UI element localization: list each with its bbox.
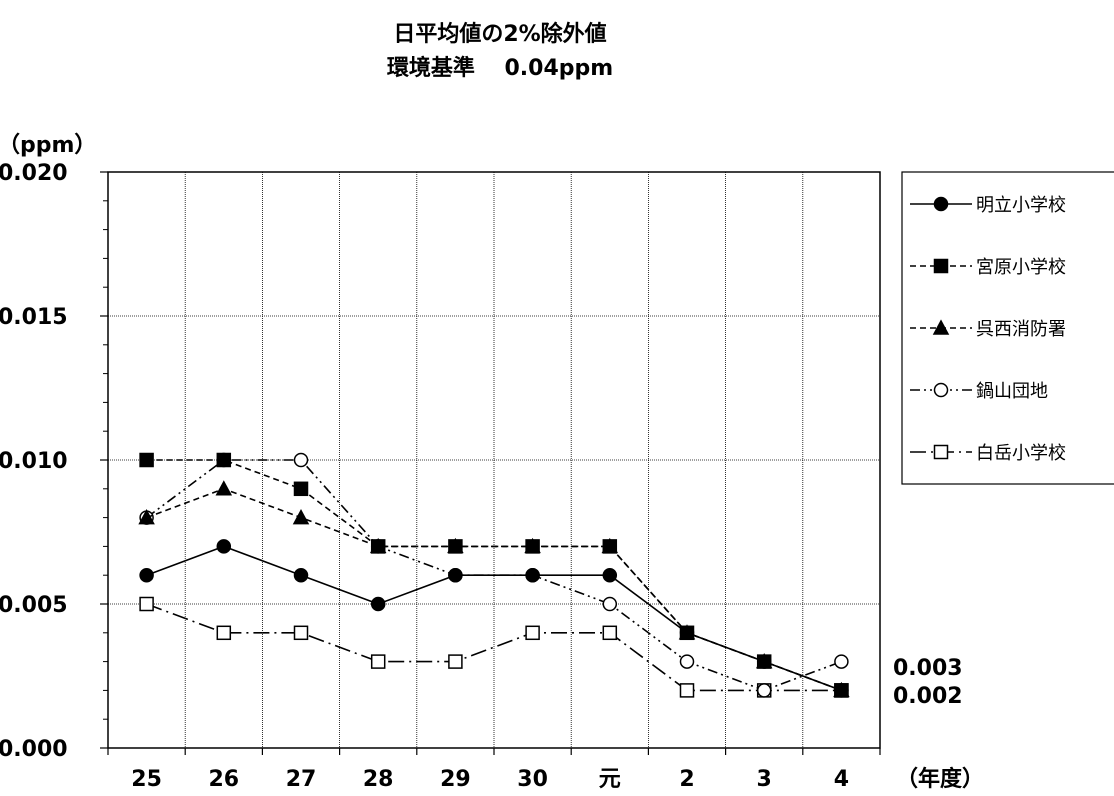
data-point [448,654,463,669]
x-tick-label: 4 [834,767,849,792]
series-line [146,603,842,692]
data-point [834,683,849,698]
chart-title: 日平均値の2%除外値 [393,21,606,47]
legend-item: 鍋山団地 [910,381,1048,402]
data-point [293,481,309,497]
legend-marker [933,444,949,460]
legend-label: 白岳小学校 [976,443,1066,464]
y-tick-label: 0.015 [0,305,68,330]
data-point [679,625,695,641]
legend-item: 宮原小学校 [910,257,1066,278]
data-point [525,567,540,583]
data-point [756,654,772,669]
legend-label: 宮原小学校 [976,257,1066,278]
y-tick-label: 0.000 [0,737,68,762]
data-point [602,625,618,641]
series-line [146,545,842,692]
y-tick-label: 0.020 [0,161,68,186]
legend-item: 呉西消防署 [910,319,1066,340]
data-point [138,509,155,525]
data-point [448,539,463,554]
x-axis-label: （年度） [896,766,984,792]
annotation-value-2: 0.002 [893,684,963,709]
data-point [292,509,310,525]
x-tick-label: 26 [208,767,239,792]
data-point [370,596,386,612]
series-group [138,452,850,698]
legend-item: 明立小学校 [910,195,1066,216]
data-point [602,539,618,554]
legend-marker [933,382,949,398]
data-point [525,539,540,554]
data-point [139,596,154,612]
x-tick-label: 3 [757,767,772,792]
series-1 [139,539,849,698]
legend-label: 呉西消防署 [976,319,1066,340]
chart-subtitle: 環境基準 0.04ppm [387,55,613,81]
data-point [679,683,695,698]
x-tick-label: 27 [286,767,317,792]
data-point [293,452,309,468]
data-point [139,452,154,468]
annotation-value-1: 0.003 [893,656,963,681]
legend-label: 鍋山団地 [976,381,1048,402]
data-point [679,654,695,669]
x-tick-label: 29 [440,767,471,792]
x-tick-label: 25 [131,767,162,792]
data-point [216,625,232,641]
x-tick-label: 30 [517,767,548,792]
y-axis-label: （ppm） [0,133,96,158]
data-point [602,567,618,583]
data-point [216,539,232,554]
data-point [370,539,386,554]
data-point [370,654,386,669]
x-tick-label: 2 [679,767,694,792]
x-tick-label: 元 [599,767,621,792]
data-point [448,567,463,583]
y-tick-label: 0.005 [0,593,68,618]
legend-marker [933,196,949,212]
data-point [525,625,540,641]
legend-label: 明立小学校 [976,195,1066,216]
data-point [139,567,154,583]
legend-item: 白岳小学校 [910,443,1066,464]
legend-marker [933,258,949,274]
data-point [293,567,309,583]
data-point [602,596,618,612]
data-point [756,683,772,698]
x-tick-label: 28 [363,767,394,792]
data-point [834,654,849,669]
legend-marker [932,319,950,335]
data-point [293,625,309,641]
data-point [215,480,233,496]
y-tick-label: 0.010 [0,449,68,474]
y-axis: 0.000 0.005 0.010 0.015 0.020 25 26 27 28 29 30 元 2 3… [0,161,881,792]
data-point [216,452,232,468]
